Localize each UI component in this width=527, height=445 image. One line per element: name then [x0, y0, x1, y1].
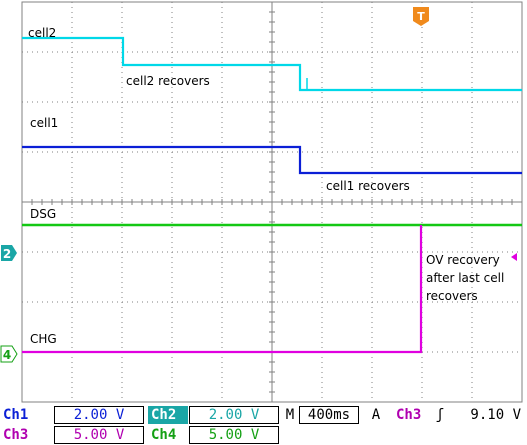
ground-marker-ch2-label: 2	[3, 247, 11, 261]
cell1-label: cell1	[30, 116, 58, 130]
ch1-label[interactable]: Ch1	[3, 407, 29, 423]
trigger-mode-label: A	[371, 407, 381, 423]
cell2-label: cell2	[28, 26, 56, 40]
status-row-1: Ch1 2.00 V Ch2 2.00 V M 400ms A Ch3 ʃ 9.…	[0, 405, 527, 425]
trigger-slope-icon: ʃ	[435, 407, 445, 423]
status-bar: Ch1 2.00 V Ch2 2.00 V M 400ms A Ch3 ʃ 9.…	[0, 405, 527, 445]
ch2-label[interactable]: Ch2	[148, 406, 188, 424]
graticule	[21, 1, 523, 403]
timebase-value[interactable]: 400ms	[299, 406, 359, 424]
trigger-marker: T	[413, 7, 429, 26]
trigger-source[interactable]: Ch3	[396, 407, 422, 423]
horizontal-mode-label: M	[285, 407, 295, 423]
ch3-scale[interactable]: 5.00 V	[54, 426, 144, 444]
ch3-label[interactable]: Ch3	[3, 427, 29, 443]
chg-label: CHG	[30, 332, 57, 346]
ch2-scale[interactable]: 2.00 V	[189, 406, 279, 424]
cell1-annotation: cell1 recovers	[326, 179, 410, 193]
ov-note-line-2: after last cell	[426, 271, 504, 285]
ground-marker-ch4-label: 4	[3, 348, 11, 362]
ch1-scale[interactable]: 2.00 V	[54, 406, 144, 424]
ground-marker-ch4-icon	[0, 345, 18, 363]
chg-waveform	[22, 225, 423, 354]
trigger-marker-icon	[413, 7, 429, 26]
cell2-annotation: cell2 recovers	[126, 74, 210, 88]
trigger-marker-label: T	[417, 10, 425, 23]
ground-marker-ch2-icon	[1, 245, 17, 261]
ch4-scale[interactable]: 5.00 V	[189, 426, 279, 444]
ground-marker-ch2: 2	[1, 245, 17, 261]
trigger-level[interactable]: 9.10 V	[470, 407, 521, 423]
dsg-label: DSG	[30, 207, 56, 221]
status-row-2: Ch3 5.00 V Ch4 5.00 V	[0, 425, 527, 445]
ch4-label[interactable]: Ch4	[148, 426, 188, 444]
ov-note-line-3: recovers	[426, 289, 478, 303]
ov-note-line-1: OV recovery	[426, 253, 500, 267]
cell1-waveform	[22, 145, 522, 175]
waveforms	[22, 36, 522, 354]
ground-marker-ch4: 4	[0, 345, 18, 363]
ov-arrow-icon	[511, 253, 517, 261]
cell2-waveform	[22, 36, 522, 92]
